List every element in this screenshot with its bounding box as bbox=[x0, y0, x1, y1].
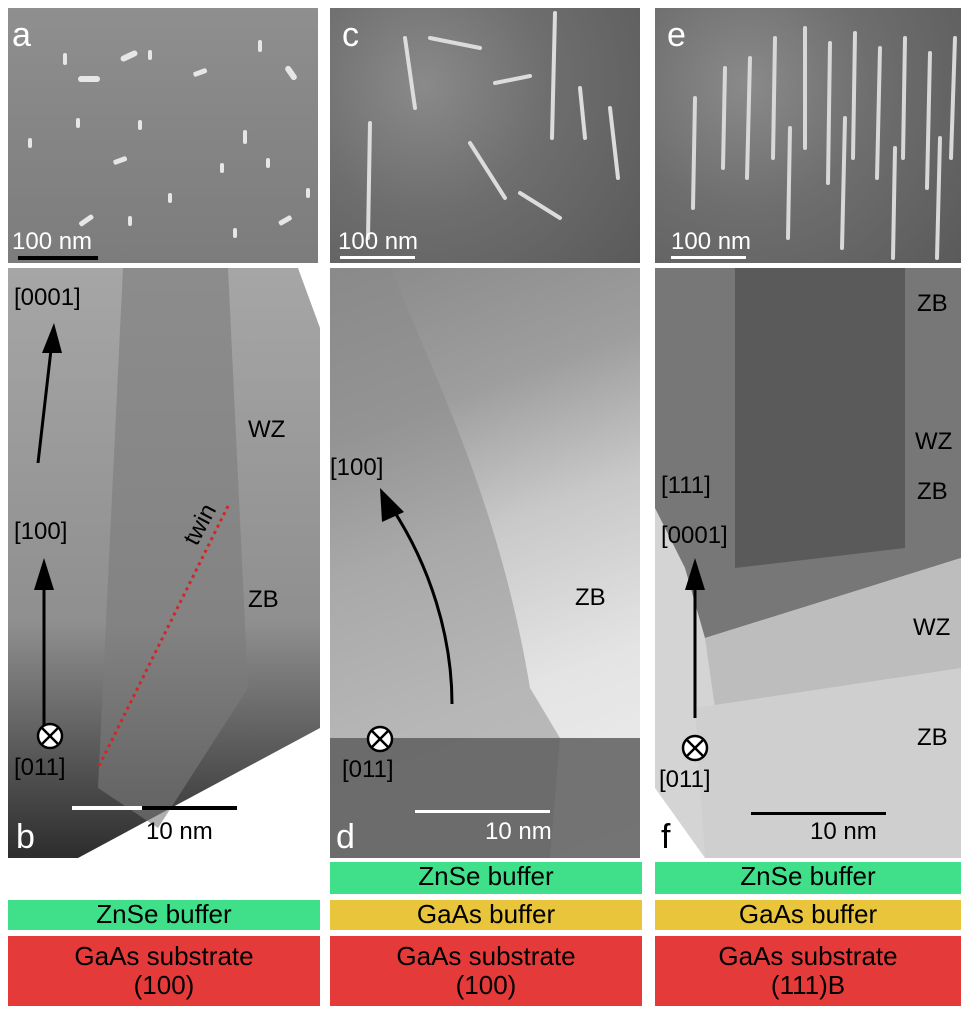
right-substrate: GaAs substrate (111)B bbox=[655, 936, 961, 1006]
tem-panel-b: [0001] [100] twin WZ ZB [011] 10 nm b bbox=[8, 268, 320, 858]
right-substrate-label: GaAs substrate bbox=[718, 941, 898, 971]
right-gaas-buffer-label: GaAs buffer bbox=[738, 899, 878, 929]
left-substrate: GaAs substrate (100) bbox=[8, 936, 320, 1006]
panel-label-d: d bbox=[336, 818, 355, 856]
direction-label-100-d: [100] bbox=[330, 454, 384, 481]
tem-panel-f: ZB WZ ZB WZ ZB [111] [0001] [011] 10 nm … bbox=[655, 268, 961, 858]
scale-bar-b-white bbox=[72, 806, 142, 810]
left-znse-buffer: ZnSe buffer bbox=[8, 900, 320, 930]
zone-axis-icon-f bbox=[681, 734, 709, 762]
scale-label-a: 100 nm bbox=[12, 228, 93, 255]
middle-znse-buffer-label: ZnSe buffer bbox=[418, 861, 554, 891]
scale-bar-e bbox=[671, 256, 746, 259]
middle-substrate-orientation: (100) bbox=[455, 969, 517, 1000]
tem-image-b bbox=[8, 268, 320, 858]
phase-label-zb-1: ZB bbox=[917, 290, 948, 317]
direction-label-100: [100] bbox=[14, 518, 68, 545]
panel-label-f: f bbox=[661, 818, 671, 856]
tem-panel-d: [100] ZB [011] 10 nm d bbox=[330, 268, 640, 858]
arrow-111-icon bbox=[685, 558, 705, 718]
scale-bar-c bbox=[340, 256, 415, 259]
arrow-0001-icon bbox=[36, 323, 62, 463]
left-substrate-label: GaAs substrate bbox=[74, 941, 254, 971]
left-znse-buffer-label: ZnSe buffer bbox=[96, 899, 232, 929]
left-substrate-orientation: (100) bbox=[133, 969, 195, 1000]
right-substrate-orientation: (111)B bbox=[770, 969, 846, 1000]
middle-substrate-label: GaAs substrate bbox=[396, 941, 576, 971]
direction-label-0001-f: [0001] bbox=[661, 522, 728, 549]
zone-axis-label-d: [011] bbox=[342, 756, 394, 783]
curved-arrow-icon bbox=[380, 488, 454, 705]
right-znse-buffer: ZnSe buffer bbox=[655, 862, 961, 894]
middle-znse-buffer: ZnSe buffer bbox=[330, 862, 642, 894]
scale-label-b: 10 nm bbox=[146, 818, 213, 845]
zone-axis-icon-d bbox=[366, 725, 394, 753]
tem-image-f bbox=[655, 268, 961, 858]
sem-panel-a: a 100 nm bbox=[8, 8, 318, 263]
panel-label-b: b bbox=[16, 818, 35, 856]
middle-gaas-buffer: GaAs buffer bbox=[330, 900, 642, 930]
phase-label-zb-d: ZB bbox=[575, 584, 606, 611]
scale-bar-a bbox=[18, 256, 98, 260]
scale-label-d: 10 nm bbox=[485, 818, 552, 845]
direction-label-0001: [0001] bbox=[14, 284, 81, 311]
zone-axis-icon bbox=[36, 722, 64, 750]
zone-axis-label-f: [011] bbox=[659, 766, 711, 793]
scale-bar-b bbox=[72, 806, 237, 810]
panel-label-a: a bbox=[12, 16, 31, 54]
scale-bar-f bbox=[751, 812, 886, 815]
scale-label-c: 100 nm bbox=[338, 228, 419, 255]
panel-label-c: c bbox=[342, 16, 359, 54]
sem-panel-e: e 100 nm bbox=[655, 8, 961, 263]
scale-bar-d bbox=[415, 810, 550, 813]
right-gaas-buffer: GaAs buffer bbox=[655, 900, 961, 930]
tem-image-d bbox=[330, 268, 640, 858]
sem-panel-c: c 100 nm bbox=[330, 8, 640, 263]
arrow-100-icon bbox=[34, 558, 54, 728]
nanowire-field-c bbox=[366, 11, 620, 240]
phase-label-wz: WZ bbox=[248, 416, 286, 443]
phase-label-zb-3: ZB bbox=[917, 724, 948, 751]
scale-label-e: 100 nm bbox=[671, 228, 752, 255]
phase-label-zb-2: ZB bbox=[917, 478, 948, 505]
right-znse-buffer-label: ZnSe buffer bbox=[740, 861, 876, 891]
phase-label-zb: ZB bbox=[248, 586, 279, 613]
middle-substrate: GaAs substrate (100) bbox=[330, 936, 642, 1006]
middle-gaas-buffer-label: GaAs buffer bbox=[416, 899, 556, 929]
nanowire-dots-a bbox=[28, 40, 310, 238]
direction-label-111: [111] bbox=[661, 472, 711, 499]
nanowire-forest-e bbox=[691, 26, 957, 260]
scale-label-f: 10 nm bbox=[810, 818, 877, 845]
panel-label-e: e bbox=[667, 16, 686, 54]
phase-label-wz-1: WZ bbox=[915, 428, 953, 455]
phase-label-wz-2: WZ bbox=[913, 614, 951, 641]
zone-axis-label-b: [011] bbox=[14, 754, 66, 781]
